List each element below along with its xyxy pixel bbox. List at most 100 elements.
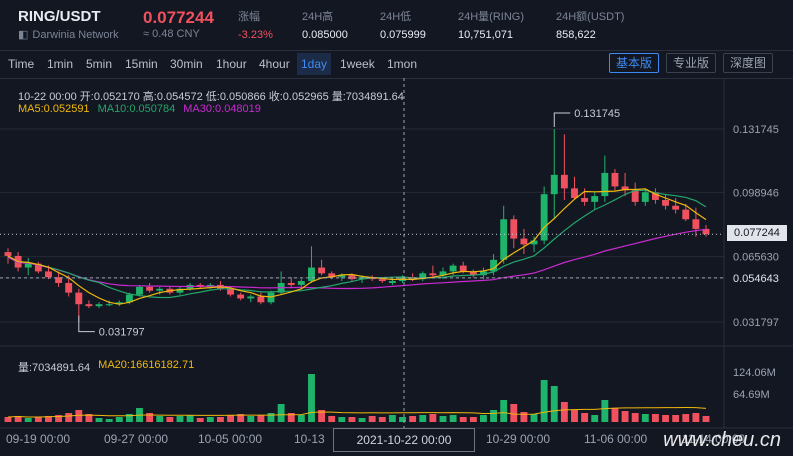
candle-body <box>388 281 396 283</box>
ma5-line <box>7 188 707 305</box>
ma-lines <box>7 188 707 418</box>
candle-body <box>591 196 599 202</box>
candle-body <box>146 286 154 291</box>
tf-1week[interactable]: 1week <box>340 57 375 71</box>
candle-body <box>176 288 184 293</box>
candle-body <box>257 296 265 303</box>
stat-turnover: 24H额(USDT) 858,622 <box>556 8 624 41</box>
candle-body <box>621 186 629 191</box>
candle-body <box>75 292 83 305</box>
volume-bar <box>308 374 315 422</box>
tf-4hour[interactable]: 4hour <box>259 57 290 71</box>
volume-bar <box>24 418 32 422</box>
volume-bar <box>318 410 326 422</box>
candle-body <box>682 209 690 220</box>
stat-value: 10,751,071 <box>458 29 514 41</box>
candle-body <box>136 286 143 295</box>
volume-bar <box>682 414 690 422</box>
candle-body <box>156 288 164 291</box>
tf-1hour[interactable]: 1hour <box>216 57 247 71</box>
candle-body <box>500 219 508 260</box>
price-axis: 0.131745 0.098946 0.065630 0.031797 124.06M 6… <box>6 124 779 446</box>
candle-body <box>560 174 568 189</box>
volume-bar <box>247 416 255 422</box>
volume-bar <box>419 415 427 422</box>
volume-bar <box>368 416 376 422</box>
volume-bar <box>621 411 629 422</box>
ma10-line <box>7 189 707 299</box>
candle-body <box>480 271 487 276</box>
candle-body <box>45 271 52 278</box>
volume-bar <box>156 416 164 422</box>
network-label: ◧ Darwinia Network <box>18 28 119 42</box>
tf-1min[interactable]: 1min <box>47 57 74 71</box>
volume-bar <box>206 417 214 422</box>
crosshair-date-label: 2021-10-22 00:00 <box>333 428 475 452</box>
tf-30min[interactable]: 30min <box>170 57 203 71</box>
volume-bars <box>4 374 710 422</box>
time-tick: 10-13 <box>294 432 325 446</box>
volume-bar <box>328 416 336 422</box>
volume-bar <box>358 418 366 422</box>
candle-body <box>287 282 295 285</box>
volume-bar <box>378 417 386 422</box>
tf-15min[interactable]: 15min <box>125 57 158 71</box>
volume-bar <box>267 413 275 422</box>
candle-body <box>520 238 528 245</box>
tf-1day[interactable]: 1day <box>297 53 332 75</box>
candle-body <box>540 194 548 241</box>
volume-bar <box>530 414 538 422</box>
candle-body <box>490 259 498 272</box>
volume-bar <box>641 414 649 422</box>
candle-body <box>227 288 234 295</box>
view-pro-button[interactable]: 专业版 <box>666 53 717 73</box>
candle-body <box>530 240 538 245</box>
candle-body <box>318 267 326 274</box>
candle-body <box>297 281 305 285</box>
pair-title[interactable]: RING/USDT <box>18 8 101 25</box>
tf-1mon[interactable]: 1mon <box>387 57 418 71</box>
volume-bar <box>95 418 103 422</box>
volume-bar <box>510 404 518 422</box>
candle-body <box>429 273 437 276</box>
volume-bar <box>399 417 406 422</box>
candle-body <box>247 296 255 299</box>
volume-bar <box>651 414 659 422</box>
candle-body <box>24 263 32 268</box>
candle-body <box>601 172 609 197</box>
candle-body <box>115 302 123 305</box>
volume-bar <box>65 413 73 422</box>
volume-bar <box>166 417 174 422</box>
view-basic-button[interactable]: 基本版 <box>609 53 660 73</box>
candle-body <box>95 304 103 307</box>
market-header: RING/USDT ◧ Darwinia Network 0.077244 ≈ … <box>0 0 793 50</box>
ma30-line <box>7 228 707 290</box>
candle-body <box>85 304 93 307</box>
candle-body <box>328 273 336 278</box>
candle-body <box>459 265 467 272</box>
time-tick: 11-06 00:00 <box>584 432 647 446</box>
volume-bar <box>500 400 508 422</box>
price-tick: 0.131745 <box>733 124 779 136</box>
volume-bar <box>520 412 528 422</box>
volume-bar <box>227 415 234 422</box>
volume-bar <box>702 416 710 422</box>
volume-bar <box>105 419 113 422</box>
kline-chart[interactable]: 0.131745 0.098946 0.065630 0.031797 124.06M 6… <box>0 78 793 456</box>
volume-bar <box>34 417 42 422</box>
volume-bar <box>459 417 467 422</box>
view-depth-button[interactable]: 深度图 <box>723 53 774 73</box>
volume-legend: 量:7034891.64 MA20:16616182.71 <box>18 359 194 375</box>
volume-bar <box>186 415 194 422</box>
volume-bar <box>601 400 609 422</box>
crosshair-price: 0.054643 <box>733 273 779 285</box>
volume-bar <box>480 415 487 422</box>
volume-ma20-line <box>7 406 707 418</box>
volume-bar <box>439 416 447 422</box>
network-icon: ◧ <box>18 29 29 41</box>
divider <box>0 78 793 79</box>
stat-label: 24H高 <box>302 11 334 23</box>
tf-5min[interactable]: 5min <box>86 57 113 71</box>
volume-bar <box>55 415 63 422</box>
tf-time[interactable]: Time <box>8 57 35 71</box>
